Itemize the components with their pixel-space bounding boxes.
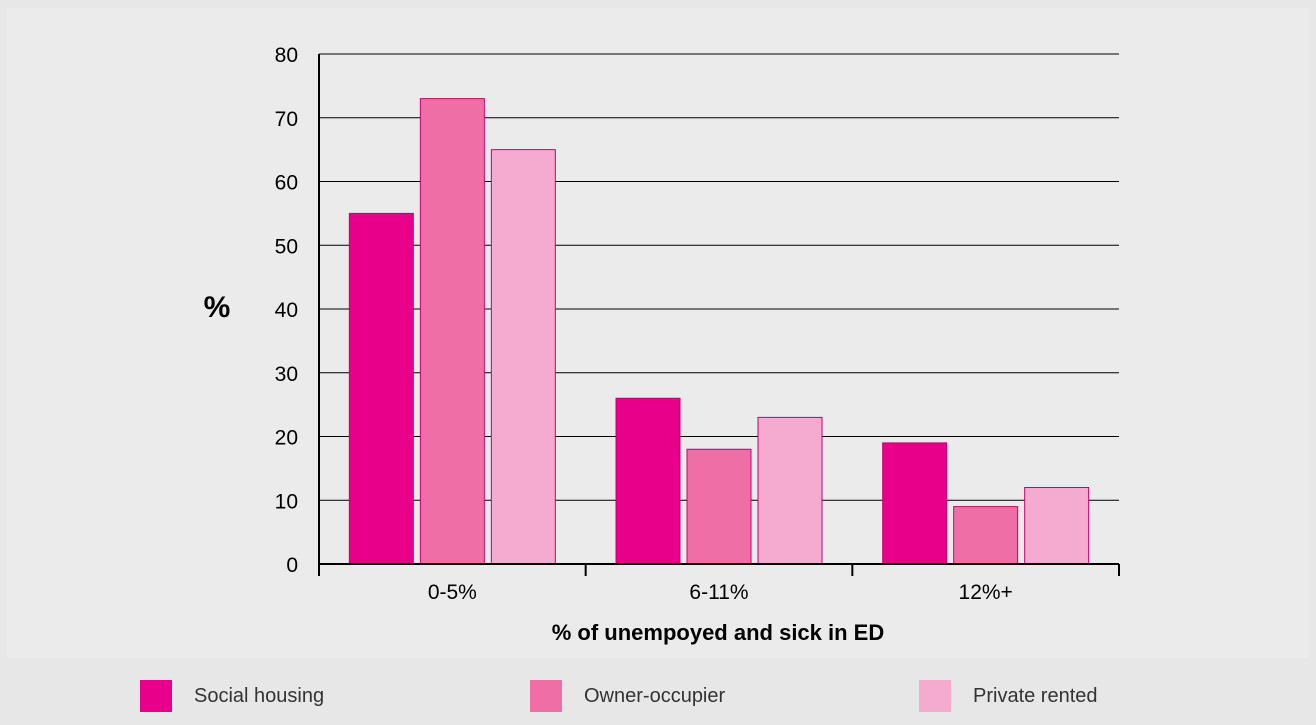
bar <box>348 212 414 565</box>
y-tick-label: 40 <box>275 299 298 322</box>
legend-item: Owner-occupier <box>530 680 725 712</box>
y-tick-label: 20 <box>275 427 298 450</box>
bar <box>882 442 948 565</box>
x-tick-label: 12%+ <box>959 581 1013 604</box>
y-tick-label: 80 <box>275 44 298 67</box>
legend-swatch <box>140 680 172 712</box>
y-tick-label: 50 <box>275 235 298 258</box>
y-tick-label: 60 <box>275 172 298 195</box>
x-tick-label: 0-5% <box>428 581 477 604</box>
legend-label: Social housing <box>194 684 325 707</box>
y-tick-label: 10 <box>275 490 298 513</box>
legend-label: Private rented <box>973 684 1098 707</box>
bar <box>615 397 681 565</box>
y-tick-label: 0 <box>286 554 298 577</box>
y-axis-label: % <box>204 291 231 324</box>
legend-label: Owner-occupier <box>584 684 726 707</box>
bars <box>348 98 1090 565</box>
bar <box>686 448 752 565</box>
bar <box>757 416 823 565</box>
axes: 0 10 20 30 40 50 60 70 80 0-5% 6-11% 12%+ <box>275 44 1120 604</box>
bar <box>1024 487 1090 565</box>
bar-chart: 0 10 20 30 40 50 60 70 80 0-5% 6-11% 12%+ % % of un… <box>204 44 1120 645</box>
x-axis-label: % of unempoyed and sick in ED <box>552 620 885 645</box>
x-tick-label: 6-11% <box>689 581 748 604</box>
bar <box>419 98 485 565</box>
legend: Social housing Owner-occupier Private rent… <box>0 658 1316 725</box>
bar <box>490 149 556 565</box>
y-tick-label: 70 <box>275 108 298 131</box>
y-tick-label: 30 <box>275 363 298 386</box>
legend-swatch <box>919 680 951 712</box>
legend-item: Social housing <box>140 680 324 712</box>
legend-item: Private rented <box>919 680 1098 712</box>
bar <box>953 506 1019 565</box>
legend-swatch <box>530 680 562 712</box>
